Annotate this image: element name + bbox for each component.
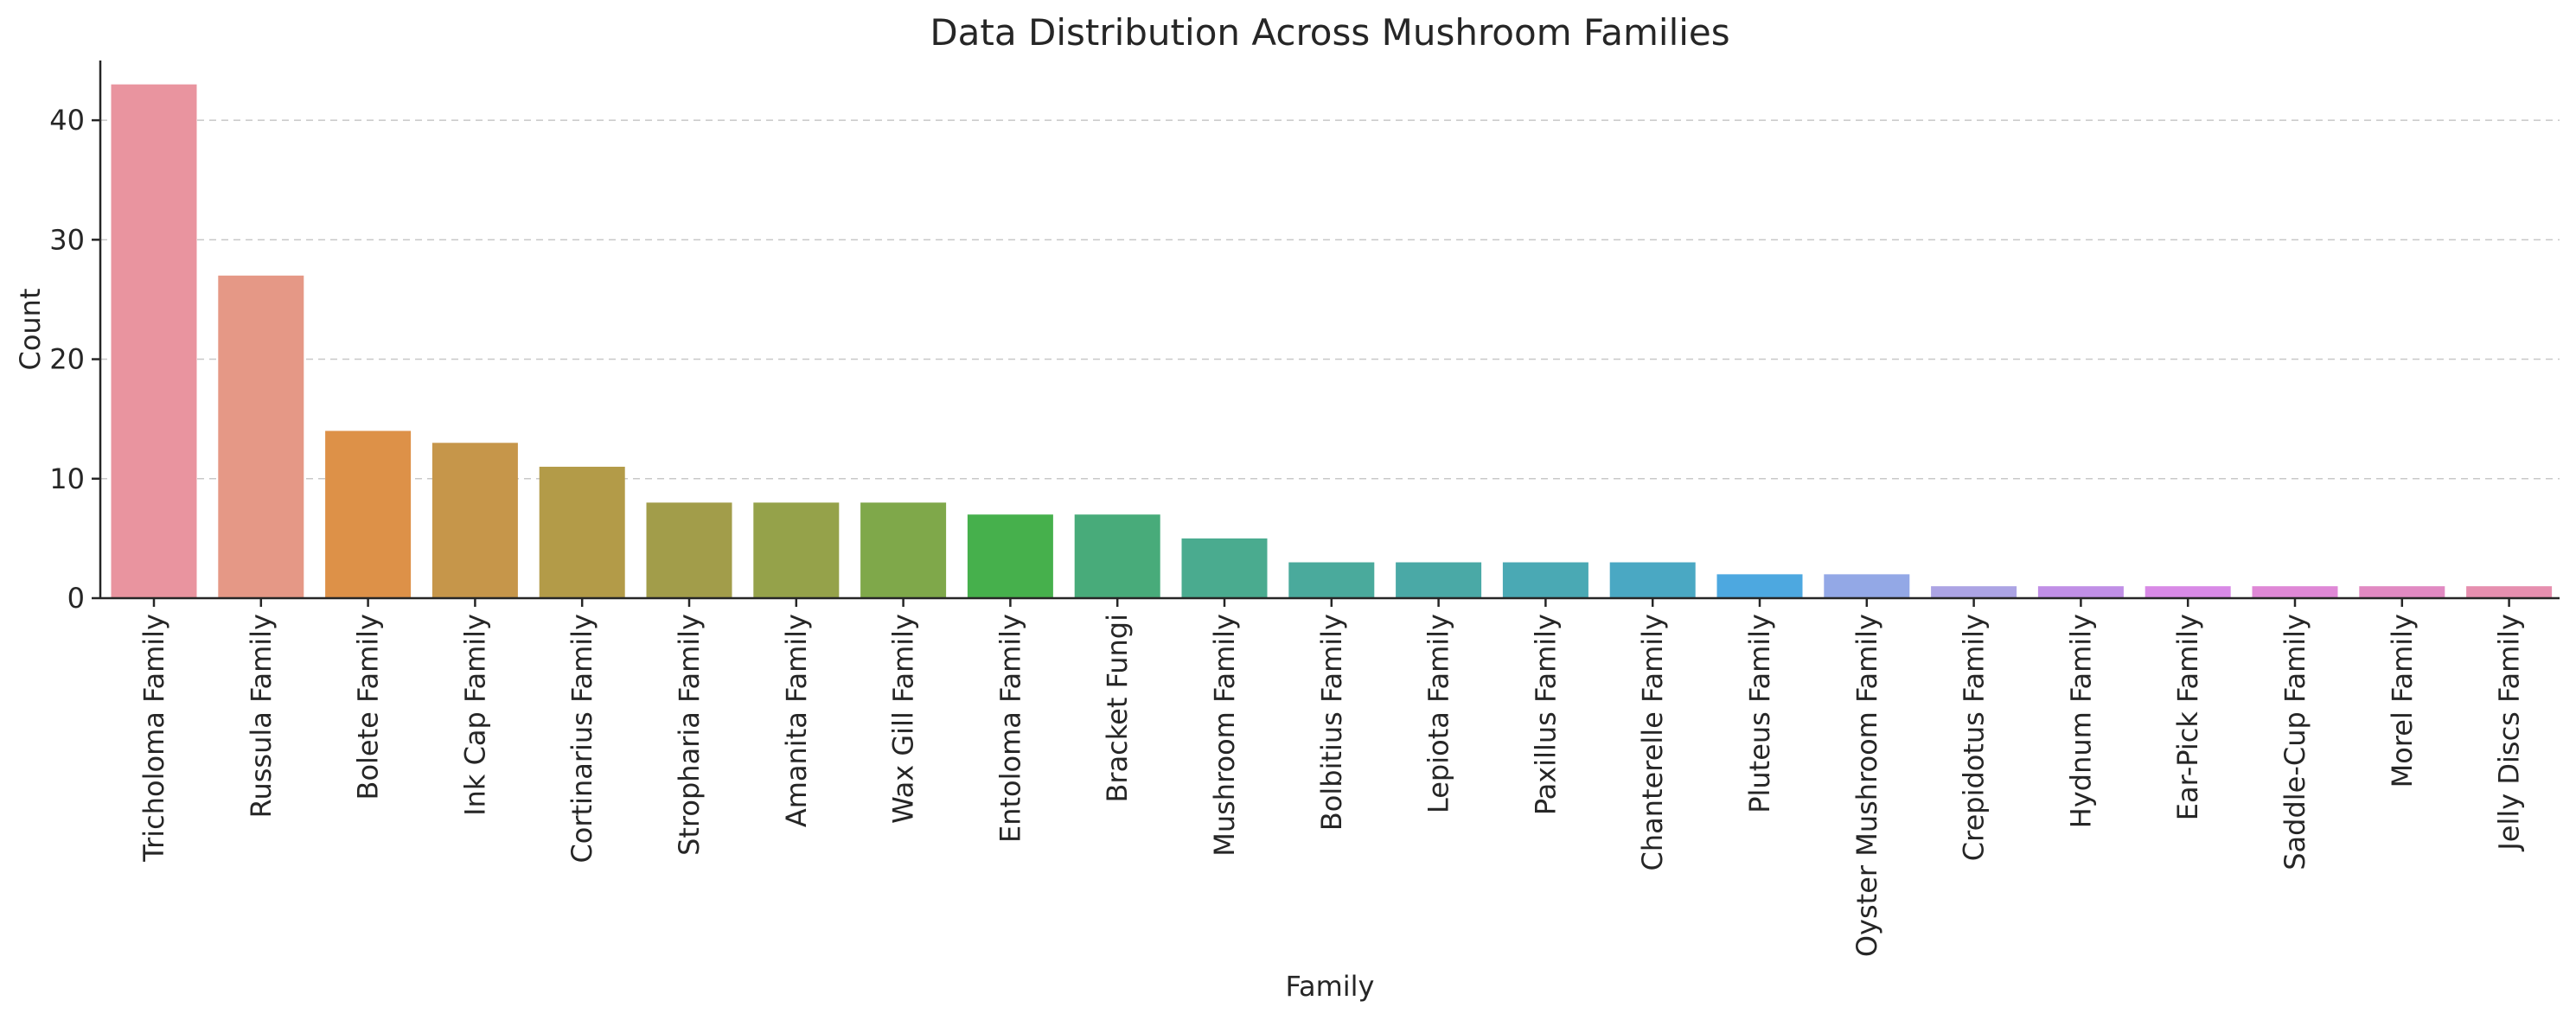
- bar: [111, 84, 197, 598]
- bar: [2466, 586, 2553, 598]
- bar: [1716, 574, 1803, 598]
- y-axis-title: Count: [14, 288, 47, 370]
- bar: [539, 466, 625, 598]
- x-axis-title: Family: [1286, 970, 1375, 1003]
- chart-title: Data Distribution Across Mushroom Famili…: [930, 11, 1729, 54]
- bar: [431, 443, 518, 598]
- bar: [1931, 586, 2017, 598]
- y-tick-label: 30: [49, 223, 85, 256]
- grid-lines: [100, 119, 2560, 480]
- x-tick-label: Jelly Discs Family: [2493, 614, 2526, 852]
- bar: [1609, 562, 1696, 598]
- x-tick-label: Cortinarius Family: [566, 614, 598, 864]
- x-tick-label: Tricholoma Family: [137, 614, 170, 863]
- bar: [753, 502, 840, 598]
- x-tick-label: Chanterelle Family: [1636, 614, 1669, 871]
- x-tick-label: Crepidotus Family: [1958, 614, 1991, 861]
- bar: [646, 502, 732, 598]
- bar: [2037, 586, 2124, 598]
- x-tick-label: Wax Gill Family: [887, 614, 920, 824]
- x-tick-label: Saddle-Cup Family: [2279, 614, 2311, 870]
- x-tick-label: Ink Cap Family: [458, 614, 491, 816]
- x-tick-label: Ear-Pick Family: [2171, 614, 2204, 820]
- x-tick-label: Paxillus Family: [1529, 614, 1562, 815]
- bar: [2359, 586, 2445, 598]
- x-tick-label: Stropharia Family: [673, 614, 706, 856]
- x-tick-label: Pluteus Family: [1743, 614, 1776, 813]
- bar: [325, 430, 412, 598]
- x-tick-label: Bracket Fungi: [1101, 614, 1134, 803]
- bar: [1824, 574, 1910, 598]
- y-tick-label: 20: [49, 343, 85, 376]
- bar: [2252, 586, 2338, 598]
- x-tick-label: Russula Family: [245, 614, 278, 818]
- bar: [1181, 538, 1268, 598]
- bar: [1074, 514, 1160, 598]
- bars: [111, 84, 2553, 598]
- x-axis-ticks: Tricholoma Family Russula Family Bolete Fa…: [137, 598, 2526, 957]
- x-tick-label: Entoloma Family: [994, 614, 1026, 843]
- bar: [1288, 562, 1375, 598]
- x-tick-label: Bolete Family: [352, 614, 385, 800]
- x-tick-label: Bolbitius Family: [1315, 614, 1348, 831]
- bar: [967, 514, 1053, 598]
- x-tick-label: Oyster Mushroom Family: [1851, 614, 1883, 957]
- x-tick-label: Morel Family: [2386, 614, 2419, 787]
- y-tick-label: 0: [67, 582, 85, 615]
- x-tick-label: Hydnum Family: [2064, 614, 2097, 828]
- bar: [1502, 562, 1588, 598]
- bar: [218, 275, 304, 598]
- y-tick-label: 40: [49, 104, 85, 137]
- y-tick-label: 10: [49, 462, 85, 495]
- x-tick-label: Amanita Family: [780, 614, 813, 827]
- x-tick-label: Mushroom Family: [1208, 614, 1241, 857]
- y-axis-ticks: 0 10 20 30 40: [49, 104, 100, 615]
- bar: [2145, 586, 2231, 598]
- bar: [1396, 562, 1482, 598]
- bar: [860, 502, 947, 598]
- x-tick-label: Lepiota Family: [1422, 614, 1455, 813]
